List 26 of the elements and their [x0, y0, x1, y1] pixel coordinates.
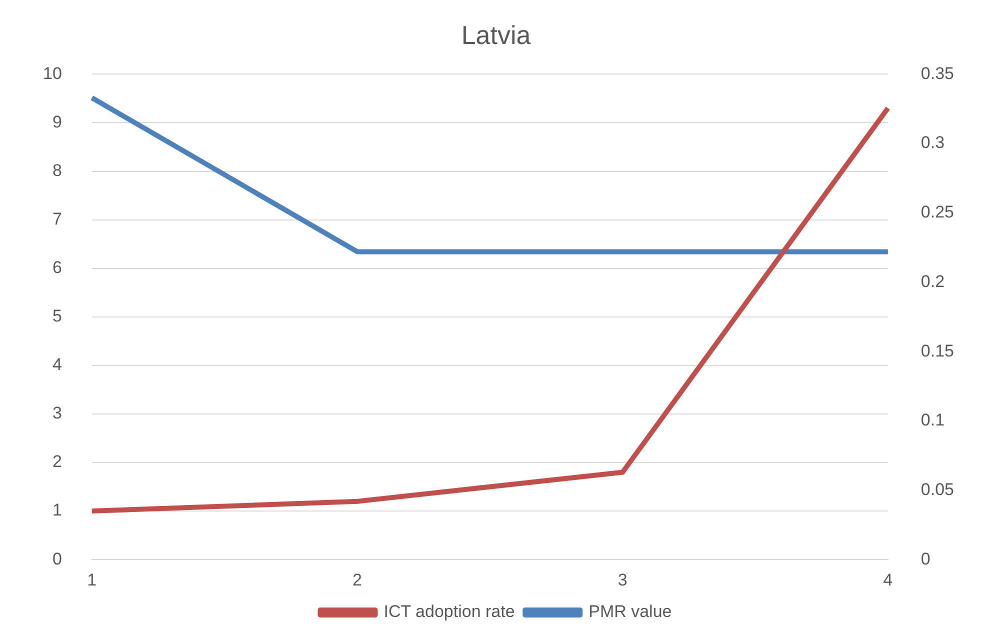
y-tick-label: 10	[42, 64, 62, 83]
y-tick-label: 0	[52, 549, 62, 568]
y2-tick-label: 0.35	[920, 64, 954, 83]
x-tick-label: 2	[352, 570, 362, 590]
y2-tick-label: 0.2	[920, 272, 945, 291]
y-tick-label: 2	[52, 452, 62, 472]
y-tick-label: 1	[52, 500, 62, 520]
y2-tick-label: 0.05	[920, 480, 954, 499]
y2-tick-label: 0.1	[920, 410, 945, 430]
y-tick-label: 3	[52, 404, 62, 423]
legend-label: ICT adoption rate	[384, 602, 515, 622]
x-tick-label: 1	[87, 570, 97, 590]
y-tick-label: 9	[52, 112, 62, 132]
y-tick-label: 6	[52, 258, 62, 278]
chart-title: Latvia	[461, 20, 532, 50]
y-tick-label: 4	[52, 355, 62, 374]
y2-tick-label: 0.3	[920, 133, 945, 152]
x-tick-label: 3	[618, 570, 628, 590]
y2-tick-label: 0.25	[920, 202, 954, 222]
y-tick-label: 5	[52, 306, 62, 326]
y-tick-label: 7	[52, 210, 62, 229]
y2-tick-label: 0.15	[920, 341, 954, 360]
y-tick-label: 8	[52, 160, 62, 180]
x-tick-label: 4	[883, 570, 893, 590]
legend-label: PMR value	[588, 602, 672, 622]
y2-tick-label: 0	[920, 549, 930, 568]
